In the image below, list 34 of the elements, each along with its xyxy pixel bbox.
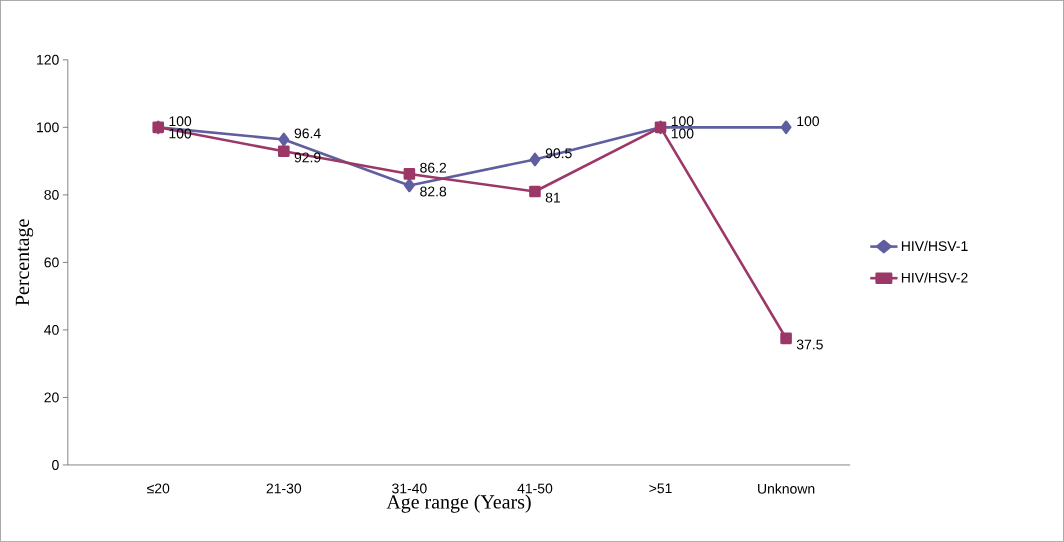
y-tick-label: 120 <box>37 54 59 65</box>
data-label: 100 <box>169 116 192 127</box>
point <box>529 185 541 198</box>
y-tick-label: 20 <box>44 392 59 403</box>
y-tick-label: 0 <box>52 460 59 470</box>
data-label: 100 <box>797 116 820 127</box>
y-tick-label: 60 <box>44 257 59 268</box>
y-tick-label: 100 <box>37 122 59 133</box>
x-tick-label: Unknown <box>758 483 815 494</box>
point <box>780 120 792 135</box>
y-tick-label: 40 <box>44 325 59 335</box>
y-tick-label: 80 <box>44 190 59 200</box>
x-tick-label: 31-40 <box>392 483 427 494</box>
point <box>529 152 541 167</box>
data-label: 96.4 <box>294 128 321 139</box>
point <box>278 145 290 158</box>
x-tick-label: 21-30 <box>266 483 302 494</box>
legend-label: HIV/HSV-2 <box>901 272 968 283</box>
legend-label: HIV/HSV-1 <box>901 240 968 252</box>
point <box>403 168 416 180</box>
data-label: 81 <box>545 192 560 203</box>
data-label: 82.8 <box>420 186 447 197</box>
x-axis-title: Age range (Years) <box>386 494 531 513</box>
point <box>278 132 290 147</box>
x-tick-label: 41-50 <box>517 483 553 494</box>
point <box>780 332 792 345</box>
data-label: 100 <box>671 128 694 139</box>
data-label: 86.2 <box>420 162 447 173</box>
point <box>403 178 415 193</box>
y-axis-title: Percentage <box>15 219 34 306</box>
x-tick-label: >51 <box>649 483 672 494</box>
data-label: 37.5 <box>796 339 823 350</box>
data-label: 100 <box>671 116 694 127</box>
x-tick-label: ≤20 <box>147 483 170 494</box>
